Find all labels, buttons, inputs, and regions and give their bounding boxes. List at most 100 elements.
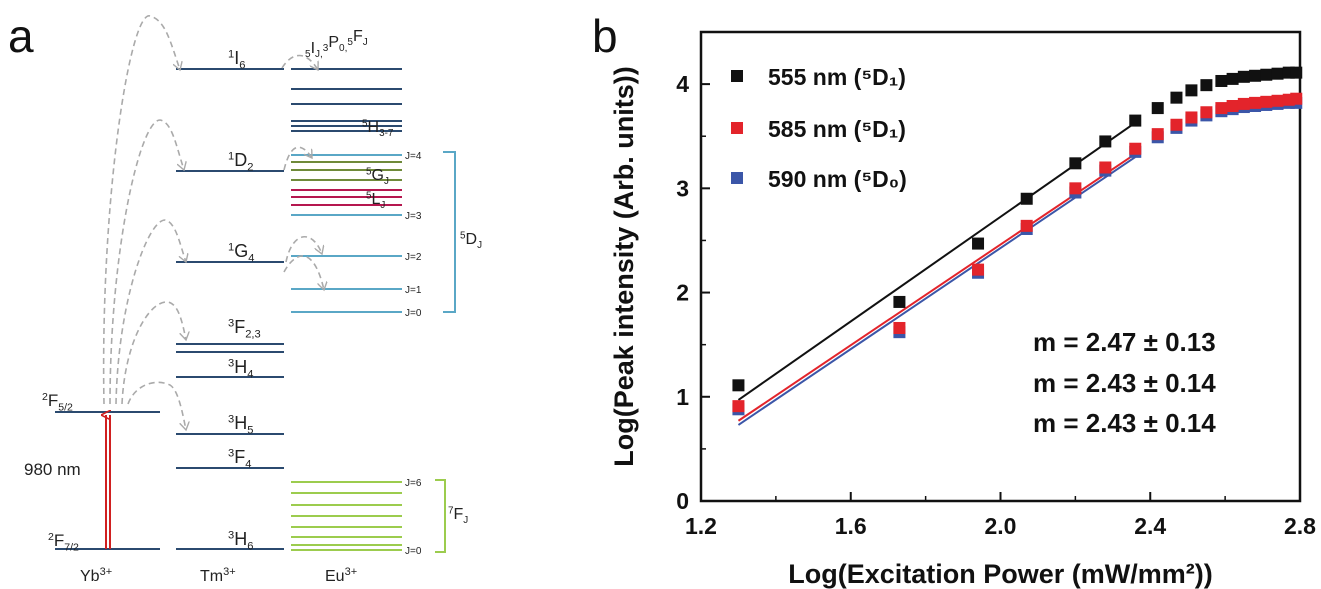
eu-5l-label: 5LJ — [366, 190, 385, 211]
data-point — [1271, 67, 1284, 80]
data-point — [893, 295, 906, 308]
tm-level-label-sub: 2,3 — [245, 329, 261, 341]
energy-transfer-arrow — [281, 54, 318, 71]
tm-level-label-sub: 4 — [248, 253, 254, 265]
eu-5l-label-sup: 5 — [366, 190, 372, 201]
tm-level-label-sub: 6 — [239, 60, 245, 72]
ion-name: Tm — [200, 568, 223, 585]
data-point — [1215, 74, 1228, 87]
eu-top-label-part: 5 — [347, 37, 353, 48]
energy-transfer-arrow — [109, 119, 184, 405]
energy-transfer-arrow — [283, 255, 324, 290]
tm-level-label-sup: 3 — [228, 414, 234, 426]
energy-transfer-arrow — [285, 235, 322, 263]
tm-level-label-symbol: I — [234, 48, 239, 68]
eu-top-label-part: F — [353, 28, 363, 45]
eu-5h-label-symbol: H — [368, 119, 380, 136]
yb-upper-label-sup: 2 — [42, 391, 48, 403]
eu-5g-label-sup: 5 — [366, 166, 372, 177]
data-point — [1129, 114, 1142, 127]
eu-7f-label-sup: 7 — [448, 505, 454, 516]
data-point — [1170, 118, 1183, 131]
eu-7f-label-symbol: F — [454, 506, 464, 523]
eu-5d-j-label: J=4 — [405, 151, 422, 162]
tm-level-label: 1I6 — [228, 48, 245, 72]
panel-a-label: a — [8, 10, 34, 62]
data-point — [1226, 99, 1239, 112]
fit-line — [737, 156, 1136, 426]
ion-name: Yb — [80, 568, 100, 585]
tm-level-label-sub: 4 — [247, 369, 253, 381]
tm-level-label-symbol: G — [234, 241, 248, 261]
ion-charge: 3+ — [223, 566, 236, 578]
yb-upper-label-symbol: F — [48, 391, 58, 410]
energy-transfer-arrow — [102, 15, 180, 405]
eu-5h-label-sup: 5 — [362, 118, 368, 129]
tm-level-label-sub: 6 — [247, 541, 253, 553]
scatter-chart: b 1.2 1.6 2.0 2.4 2.8 0 1 2 3 4 Log(Excitation Pow… — [592, 10, 1316, 589]
data-point — [732, 400, 745, 413]
tm-level-label-sup: 3 — [228, 530, 234, 542]
eu-5l-label-sub: J — [380, 200, 385, 211]
x-tick-label: 1.2 — [685, 513, 717, 539]
yb-upper-label: 2F5/2 — [42, 391, 73, 413]
tm-level-label: 3H4 — [228, 357, 253, 381]
eu-7f-j-label: J=0 — [405, 546, 422, 557]
eu-5d-label-symbol: D — [466, 231, 478, 248]
tm-level-label-symbol: F — [234, 447, 245, 467]
legend-marker — [731, 172, 743, 184]
yb-upper-label-sub: 5/2 — [58, 401, 73, 413]
energy-transfer-arrow — [127, 381, 186, 430]
tm-level-label: 3H5 — [228, 413, 253, 437]
tm-level-label-symbol: H — [234, 529, 247, 549]
energy-level-labels: 2F5/22F7/21I61D21G43F2,33H43H53F43H65IJ,… — [24, 28, 482, 585]
y-tick-label: 2 — [676, 280, 689, 306]
data-point — [1151, 128, 1164, 141]
data-point — [1020, 192, 1033, 205]
tm-level-label-symbol: F — [234, 317, 245, 337]
energy-levels — [55, 15, 456, 553]
y-tick-label: 3 — [676, 175, 689, 201]
legend-label: 585 nm (⁵D₁) — [768, 116, 906, 142]
x-tick-label: 2.8 — [1284, 513, 1316, 539]
eu-5l-label-symbol: L — [372, 191, 381, 208]
data-point — [1129, 142, 1142, 155]
yb-ground-label-symbol: F — [54, 531, 64, 550]
y-tick-label: 4 — [676, 71, 689, 97]
data-point — [1249, 96, 1262, 109]
data-point — [1170, 91, 1183, 104]
data-point — [1099, 161, 1112, 174]
data-point — [1249, 69, 1262, 82]
tm-level-label-sub: 2 — [247, 162, 253, 174]
x-tick-label: 2.0 — [985, 513, 1017, 539]
eu-top-label-part: J, — [315, 49, 323, 60]
slope-annotation: m = 2.43 ± 0.14 — [1033, 368, 1216, 398]
eu-5d-j-label: J=2 — [405, 252, 422, 263]
tm-level-label: 1D2 — [228, 150, 253, 174]
data-point — [1226, 72, 1239, 85]
eu-5d-j-label: J=1 — [405, 285, 422, 296]
excitation-wavelength-label: 980 nm — [24, 460, 81, 479]
eu-5d-j-label: J=3 — [405, 211, 422, 222]
ion-label: Tm3+ — [200, 566, 236, 585]
data-point — [1260, 68, 1273, 81]
eu-5g-label-sub: J — [384, 176, 389, 187]
tm-level-label-sub: 4 — [245, 459, 251, 471]
tm-level-label-sup: 1 — [228, 49, 234, 61]
tm-level-label-symbol: H — [234, 357, 247, 377]
ion-name: Eu — [325, 568, 345, 585]
tm-level-label-sup: 1 — [228, 242, 234, 254]
eu-top-label-part: P — [328, 34, 339, 51]
tm-level-label-sup: 3 — [228, 448, 234, 460]
eu-5d-label: 5DJ — [460, 230, 482, 251]
y-tick-label: 1 — [676, 384, 689, 410]
tm-level-label-sup: 1 — [228, 151, 234, 163]
eu-top-label-part: I — [311, 40, 315, 57]
energy-transfer-arrow — [121, 301, 186, 405]
data-point — [732, 379, 745, 392]
eu-top-label-part: J — [363, 37, 368, 48]
panel-b-label: b — [592, 10, 618, 62]
data-point — [1069, 182, 1082, 195]
eu-5h-label-sub: 3-7 — [379, 128, 394, 139]
